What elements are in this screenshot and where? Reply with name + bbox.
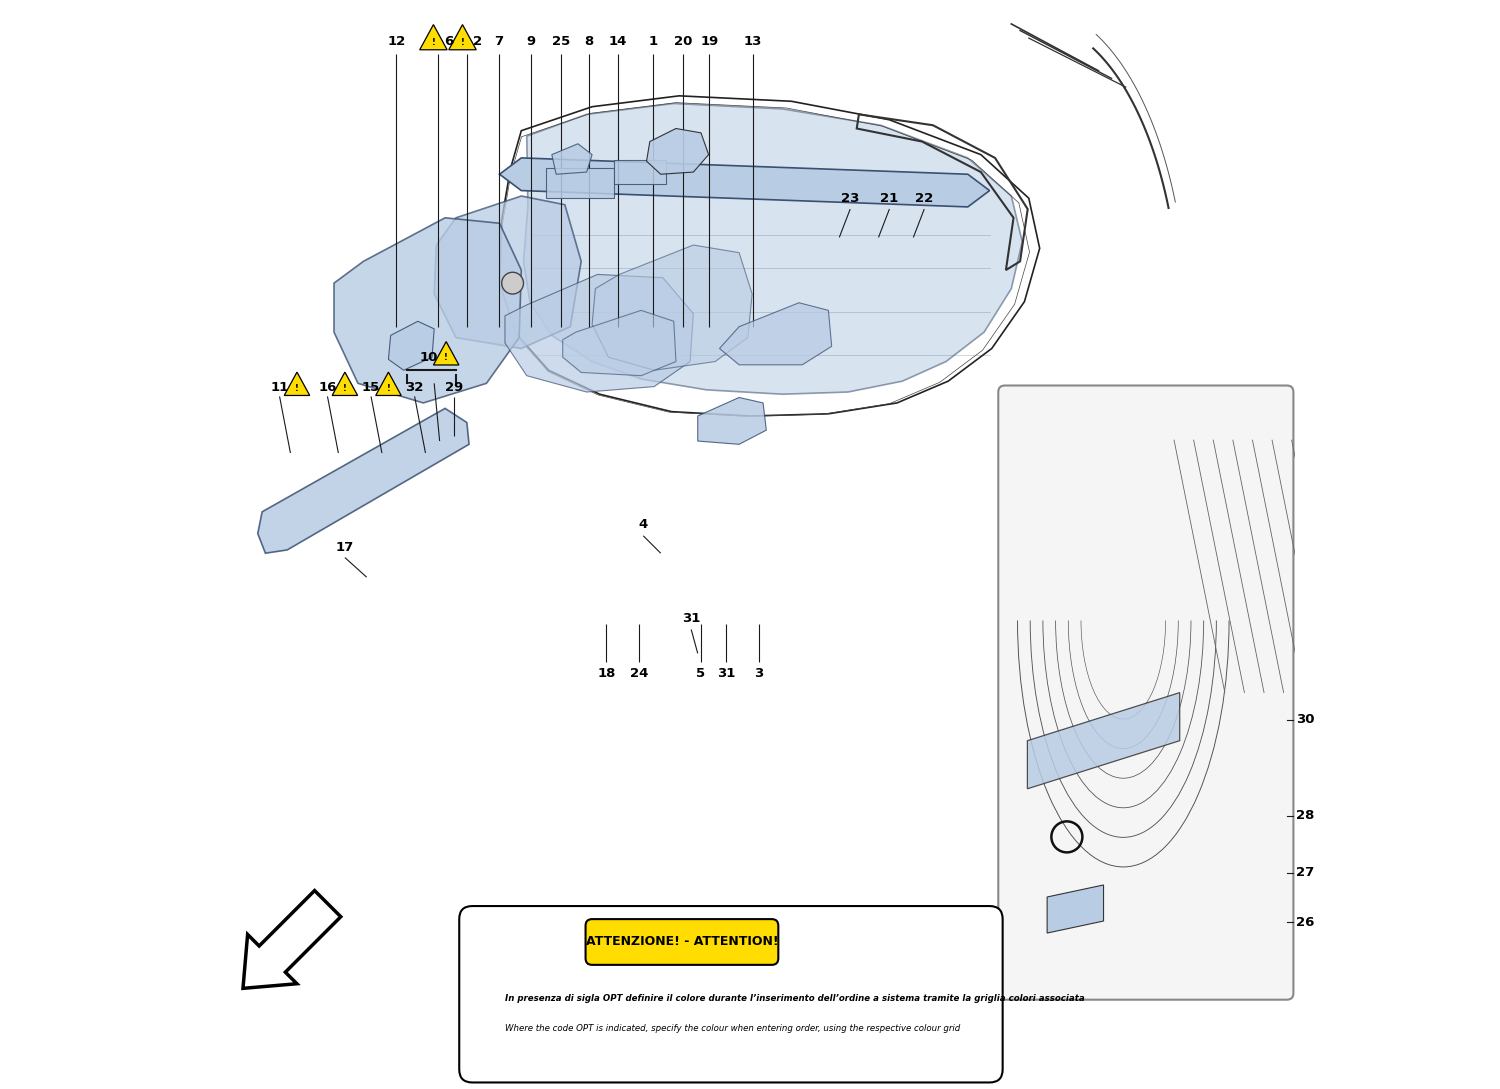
- Text: 12: 12: [387, 35, 405, 48]
- Circle shape: [501, 272, 524, 294]
- FancyBboxPatch shape: [585, 919, 778, 965]
- Text: 16: 16: [318, 381, 336, 394]
- Polygon shape: [592, 245, 752, 370]
- Text: 27: 27: [1296, 867, 1314, 880]
- Text: 31: 31: [682, 612, 700, 625]
- Polygon shape: [562, 310, 676, 376]
- Polygon shape: [1028, 693, 1179, 788]
- Text: 17: 17: [336, 541, 354, 554]
- Text: 3: 3: [754, 666, 764, 680]
- Text: 25: 25: [552, 35, 570, 48]
- Text: 30: 30: [1296, 713, 1314, 726]
- Text: 24: 24: [630, 666, 648, 680]
- FancyBboxPatch shape: [999, 386, 1293, 1000]
- Polygon shape: [552, 144, 592, 174]
- Polygon shape: [1047, 885, 1104, 933]
- Text: 19: 19: [700, 35, 718, 48]
- Polygon shape: [698, 397, 766, 444]
- Polygon shape: [375, 372, 400, 395]
- Polygon shape: [448, 25, 476, 50]
- FancyBboxPatch shape: [459, 906, 1002, 1082]
- Text: !: !: [488, 1014, 492, 1023]
- Text: !: !: [444, 354, 448, 363]
- Text: In presenza di sigla OPT definire il colore durante l’inserimento dell’ordine a : In presenza di sigla OPT definire il col…: [506, 994, 1084, 1003]
- Text: 21: 21: [880, 192, 898, 205]
- Text: 6: 6: [444, 35, 453, 48]
- Text: 26: 26: [1296, 916, 1314, 929]
- Text: 7: 7: [494, 35, 504, 48]
- Text: !: !: [387, 384, 390, 393]
- Text: 23: 23: [842, 192, 860, 205]
- Text: !: !: [344, 384, 346, 393]
- Text: !: !: [432, 38, 435, 47]
- Polygon shape: [500, 158, 990, 207]
- Text: 20: 20: [674, 35, 693, 48]
- Text: 22: 22: [915, 192, 933, 205]
- Polygon shape: [477, 1002, 502, 1025]
- Text: 31: 31: [717, 666, 735, 680]
- Text: !: !: [296, 384, 298, 393]
- Text: 9: 9: [526, 35, 536, 48]
- Polygon shape: [546, 168, 615, 198]
- Text: 14: 14: [609, 35, 627, 48]
- Polygon shape: [524, 103, 1023, 394]
- Text: 2: 2: [472, 35, 483, 48]
- Polygon shape: [388, 321, 433, 370]
- Polygon shape: [332, 372, 357, 395]
- Text: 8: 8: [584, 35, 594, 48]
- Text: 18: 18: [597, 666, 615, 680]
- Text: 1: 1: [648, 35, 657, 48]
- Polygon shape: [433, 196, 580, 348]
- Text: 4: 4: [639, 518, 648, 531]
- Polygon shape: [506, 274, 693, 392]
- Polygon shape: [720, 303, 831, 365]
- Polygon shape: [433, 342, 459, 365]
- Polygon shape: [420, 25, 447, 50]
- Polygon shape: [258, 408, 470, 553]
- Text: ATTENZIONE! - ATTENTION!: ATTENZIONE! - ATTENTION!: [585, 935, 778, 949]
- Text: !: !: [460, 38, 465, 47]
- Text: 32: 32: [405, 381, 424, 394]
- Text: 13: 13: [744, 35, 762, 48]
- Text: 29: 29: [444, 381, 464, 394]
- Polygon shape: [614, 160, 666, 184]
- Polygon shape: [284, 372, 309, 395]
- Text: 5: 5: [696, 666, 705, 680]
- Polygon shape: [334, 218, 522, 403]
- Text: Where the code OPT is indicated, specify the colour when entering order, using t: Where the code OPT is indicated, specify…: [506, 1024, 960, 1032]
- Text: 15: 15: [362, 381, 380, 394]
- Polygon shape: [243, 891, 340, 989]
- Polygon shape: [646, 129, 708, 174]
- Text: 11: 11: [270, 381, 288, 394]
- Text: 10: 10: [420, 351, 438, 364]
- Text: 28: 28: [1296, 809, 1314, 822]
